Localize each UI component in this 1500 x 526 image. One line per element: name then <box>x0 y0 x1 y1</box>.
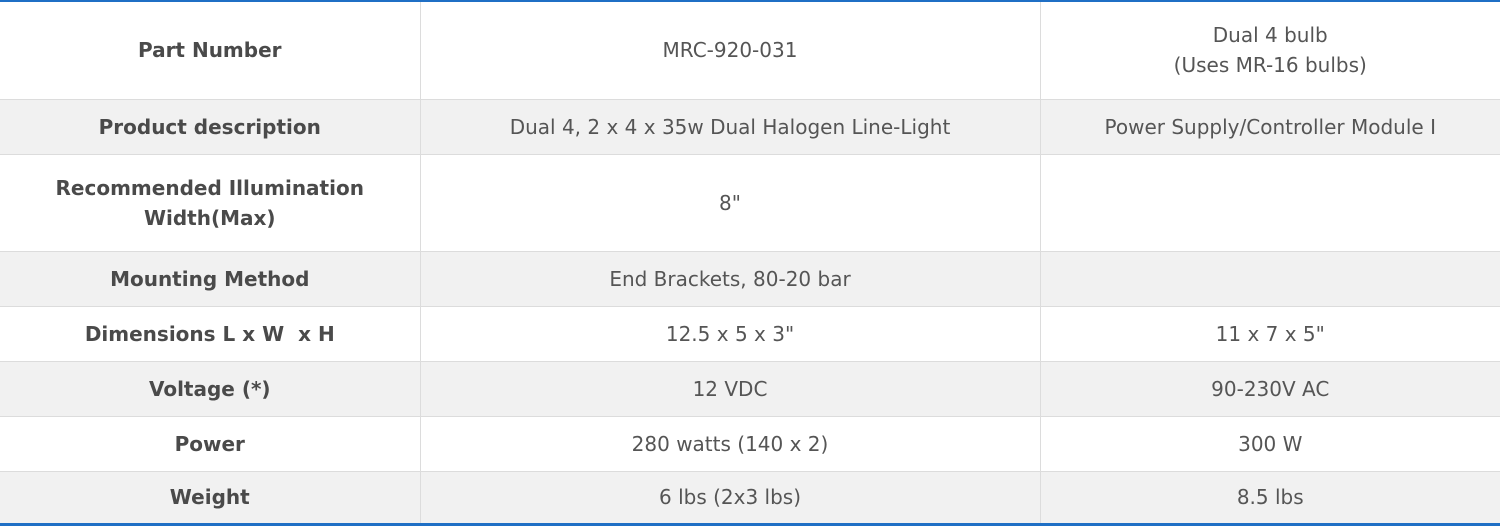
row-value-light: 280 watts (140 x 2) <box>419 415 1041 472</box>
row-label: Dimensions L x W x H <box>0 305 421 362</box>
table-row-weight: Weight 6 lbs (2x3 lbs) 8.5 lbs <box>0 470 1500 526</box>
row-label: Mounting Method <box>0 250 421 307</box>
row-label: Part Number <box>0 0 421 100</box>
row-label: Recommended Illumination Width(Max) <box>0 153 421 252</box>
row-value-light: 12 VDC <box>419 360 1041 417</box>
table-row-product-description: Product description Dual 4, 2 x 4 x 35w … <box>0 98 1500 155</box>
row-label: Product description <box>0 98 421 155</box>
table-row-voltage: Voltage (*) 12 VDC 90-230V AC <box>0 360 1500 417</box>
row-value-controller: Dual 4 bulb (Uses MR-16 bulbs) <box>1039 0 1500 100</box>
row-value-controller <box>1039 153 1500 252</box>
row-value-controller: 300 W <box>1039 415 1500 472</box>
row-value-light: 6 lbs (2x3 lbs) <box>419 470 1041 526</box>
table-row-power: Power 280 watts (140 x 2) 300 W <box>0 415 1500 472</box>
row-label: Power <box>0 415 421 472</box>
row-label: Weight <box>0 470 421 526</box>
table-row-mounting-method: Mounting Method End Brackets, 80-20 bar <box>0 250 1500 307</box>
row-value-controller: 8.5 lbs <box>1039 470 1500 526</box>
row-value-controller <box>1039 250 1500 307</box>
row-label: Voltage (*) <box>0 360 421 417</box>
row-value-light: 8" <box>419 153 1041 252</box>
row-value-light: End Brackets, 80-20 bar <box>419 250 1041 307</box>
row-value-controller: 11 x 7 x 5" <box>1039 305 1500 362</box>
row-value-controller: 90-230V AC <box>1039 360 1500 417</box>
row-value-light: 12.5 x 5 x 3" <box>419 305 1041 362</box>
table-row-part-number: Part Number MRC-920-031 Dual 4 bulb (Use… <box>0 0 1500 100</box>
value-line: (Uses MR-16 bulbs) <box>1173 53 1367 78</box>
label-line: Recommended Illumination <box>55 175 364 200</box>
row-value-light: MRC-920-031 <box>419 0 1041 100</box>
value-line: Dual 4 bulb <box>1212 23 1328 48</box>
table-row-illumination-width: Recommended Illumination Width(Max) 8" <box>0 153 1500 252</box>
row-value-light: Dual 4, 2 x 4 x 35w Dual Halogen Line-Li… <box>419 98 1041 155</box>
table-row-dimensions: Dimensions L x W x H 12.5 x 5 x 3" 11 x … <box>0 305 1500 362</box>
label-line: Width(Max) <box>143 205 276 230</box>
row-value-controller: Power Supply/Controller Module I <box>1039 98 1500 155</box>
